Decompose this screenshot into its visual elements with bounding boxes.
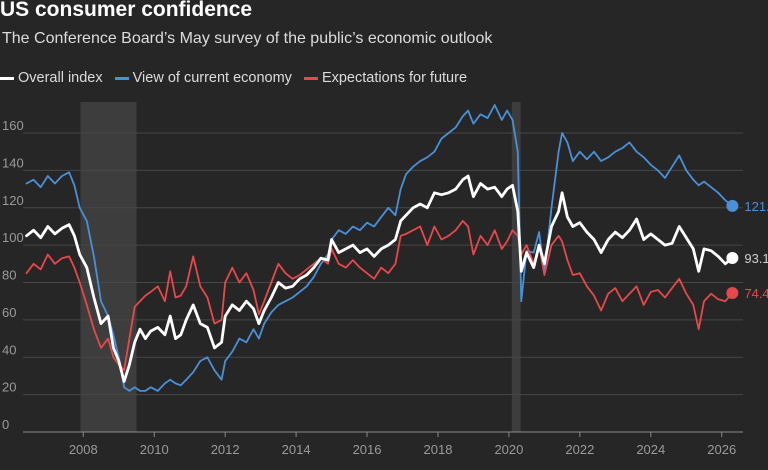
y-tick-label-160: 160 bbox=[2, 118, 24, 133]
series-end-dot-overall bbox=[726, 252, 739, 265]
x-tick-label-2020: 2020 bbox=[494, 442, 523, 457]
legend-item-overall: Overall index bbox=[0, 70, 103, 86]
y-tick-label-0: 0 bbox=[2, 417, 9, 432]
series-end-dot-expectations bbox=[726, 286, 739, 299]
recession-band-0 bbox=[80, 102, 137, 432]
y-tick-label-120: 120 bbox=[2, 193, 24, 208]
y-tick-label-100: 100 bbox=[2, 230, 24, 245]
series-end-label-overall: 93.1 bbox=[744, 251, 768, 266]
x-tick-label-2016: 2016 bbox=[353, 442, 382, 457]
series-line-current bbox=[25, 104, 734, 392]
x-tick-label-2014: 2014 bbox=[282, 442, 311, 457]
legend-swatch-expectations bbox=[303, 76, 318, 80]
y-tick-label-80: 80 bbox=[2, 268, 16, 283]
x-tick-label-2010: 2010 bbox=[140, 442, 169, 457]
series-end-label-current: 121. bbox=[744, 199, 768, 214]
chart-title: US consumer confidence bbox=[0, 0, 253, 21]
recession-band-1 bbox=[511, 102, 521, 432]
legend-label-overall: Overall index bbox=[18, 70, 103, 86]
y-tick-label-140: 140 bbox=[2, 155, 24, 170]
y-tick-label-60: 60 bbox=[2, 305, 16, 320]
series-end-dot-current bbox=[726, 199, 739, 212]
y-tick-label-40: 40 bbox=[2, 342, 16, 357]
x-tick-label-2024: 2024 bbox=[636, 442, 665, 457]
series-line-overall bbox=[25, 174, 734, 383]
x-tick-label-2022: 2022 bbox=[565, 442, 594, 457]
legend-swatch-current bbox=[114, 76, 129, 80]
legend-label-current: View of current economy bbox=[132, 70, 292, 86]
y-tick-label-20: 20 bbox=[2, 380, 16, 395]
legend-item-current: View of current economy bbox=[114, 70, 292, 86]
x-tick-label-2008: 2008 bbox=[69, 442, 98, 457]
x-tick-label-2012: 2012 bbox=[211, 442, 240, 457]
legend-label-expectations: Expectations for future bbox=[321, 70, 468, 86]
x-tick-label-2018: 2018 bbox=[424, 442, 453, 457]
series-end-label-expectations: 74.4 bbox=[744, 286, 768, 301]
legend-item-expectations: Expectations for future bbox=[303, 70, 468, 86]
series-line-expectations bbox=[25, 220, 734, 372]
legend-swatch-overall bbox=[0, 76, 14, 80]
chart-subtitle: The Conference Board’s May survey of the… bbox=[2, 30, 493, 47]
x-tick-label-2026: 2026 bbox=[707, 442, 736, 457]
chart-legend: Overall index View of current economy Ex… bbox=[0, 70, 479, 86]
